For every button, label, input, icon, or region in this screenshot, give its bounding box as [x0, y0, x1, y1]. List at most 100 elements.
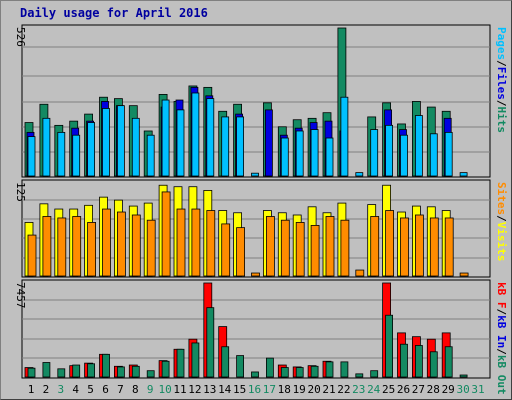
x-label-day-8: 8	[132, 383, 139, 396]
bar-kb-out-day-4	[72, 364, 81, 378]
bar-kb-out-day-16	[251, 371, 259, 378]
bar-pages-day-4	[72, 134, 81, 177]
bar-pages-day-2	[42, 117, 51, 177]
x-label-day-1: 1	[28, 383, 35, 396]
x-label-day-22: 22	[337, 383, 350, 396]
legend-entry: Hits	[495, 107, 508, 134]
legend-entry: /	[495, 100, 508, 107]
bar-sites-day-24	[370, 216, 380, 277]
bar-pages-day-12	[191, 92, 200, 177]
bar-pages-day-9	[146, 134, 155, 177]
bar-kb-out-day-27	[414, 345, 423, 378]
bar-pages-day-1	[27, 136, 36, 177]
legend-entry: /	[495, 215, 508, 222]
bar-pages-day-16	[251, 172, 259, 177]
x-label-day-9: 9	[147, 383, 154, 396]
x-label-day-16: 16	[248, 383, 261, 396]
bar-pages-day-20	[310, 129, 319, 177]
bar-sites-day-22	[340, 219, 350, 277]
y-max-label: 526	[14, 27, 27, 47]
bar-kb-out-day-21	[325, 361, 334, 378]
y-max-label: 125	[14, 182, 27, 202]
bar-sites-day-20	[310, 225, 320, 277]
bar-sites-day-7	[117, 211, 126, 277]
bar-sites-day-5	[87, 222, 96, 277]
bar-sites-day-10	[161, 191, 171, 277]
x-label-day-11: 11	[173, 383, 186, 396]
bar-pages-day-3	[57, 131, 66, 177]
bar-kb-out-day-30	[459, 374, 468, 378]
bar-sites-day-8	[131, 214, 141, 277]
bar-kb-out-day-6	[102, 353, 110, 378]
bar-sites-day-30	[459, 272, 469, 277]
bar-kb-out-day-14	[221, 346, 230, 378]
bar-kb-out-day-7	[117, 366, 125, 378]
bar-kb-out-day-1	[27, 367, 36, 378]
x-label-day-14: 14	[218, 383, 232, 396]
bar-sites-day-19	[295, 222, 305, 277]
x-label-day-5: 5	[87, 383, 94, 396]
bar-sites-day-23	[355, 269, 365, 277]
x-label-day-24: 24	[367, 383, 381, 396]
bar-kb-out-day-13	[206, 307, 215, 378]
chart-title: Daily usage for April 2016	[20, 6, 208, 20]
bar-kb-out-day-29	[444, 346, 453, 378]
bar-kb-out-day-12	[191, 342, 200, 378]
x-label-day-29: 29	[442, 383, 455, 396]
y-max-label: 7457	[14, 282, 27, 309]
x-label-day-10: 10	[158, 383, 171, 396]
bar-kb-out-day-26	[400, 343, 408, 378]
bar-pages-day-14	[221, 116, 230, 177]
bar-sites-day-26	[400, 217, 409, 277]
legend-entry: /	[495, 348, 508, 355]
legend-entry: kB Out	[495, 355, 508, 395]
bar-pages-day-27	[414, 115, 423, 177]
x-label-day-26: 26	[397, 383, 410, 396]
bar-sites-day-29	[444, 217, 454, 277]
bar-kb-out-day-9	[146, 370, 155, 378]
bar-pages-day-18	[280, 137, 289, 177]
bar-sites-day-9	[146, 219, 156, 277]
bar-sites-day-2	[42, 216, 52, 277]
x-label-day-18: 18	[278, 383, 291, 396]
x-label-day-17: 17	[263, 383, 276, 396]
bar-sites-day-21	[325, 216, 335, 277]
legend-hits-files-pages: Pages/Files/Hits	[495, 27, 508, 133]
x-label-day-13: 13	[203, 383, 216, 396]
bar-kb-out-day-3	[57, 368, 66, 378]
x-label-day-30: 30	[456, 383, 469, 396]
bar-sites-day-25	[385, 210, 395, 277]
bar-sites-day-28	[429, 217, 439, 277]
bar-kb-out-day-19	[295, 367, 304, 378]
bar-kb-out-day-17	[265, 357, 274, 378]
legend-entry: Visits	[495, 222, 508, 262]
bar-kb-out-day-2	[42, 362, 51, 378]
bar-kb-out-day-28	[429, 351, 438, 378]
x-label-day-4: 4	[72, 383, 79, 396]
x-label-day-12: 12	[188, 383, 201, 396]
bar-pages-day-22	[340, 96, 349, 177]
bar-pages-day-15	[236, 116, 245, 177]
bar-pages-day-28	[429, 133, 438, 177]
bar-kb-out-day-8	[131, 365, 140, 378]
legend-entry: Files	[495, 67, 508, 100]
bar-kb-out-day-23	[355, 373, 364, 378]
bar-files-day-17	[264, 109, 273, 177]
x-label-day-31: 31	[471, 383, 484, 396]
x-label-day-15: 15	[233, 383, 246, 396]
legend-entry: /	[495, 309, 508, 316]
x-label-day-25: 25	[382, 383, 395, 396]
x-label-day-27: 27	[412, 383, 425, 396]
bar-pages-day-11	[176, 109, 185, 177]
bar-sites-day-1	[27, 234, 37, 277]
x-label-day-20: 20	[307, 383, 320, 396]
bar-pages-day-24	[370, 129, 379, 177]
bar-kb-out-day-5	[87, 363, 95, 378]
bar-sites-day-16	[251, 272, 260, 277]
x-label-day-28: 28	[427, 383, 440, 396]
x-label-day-6: 6	[102, 383, 109, 396]
x-label-day-7: 7	[117, 383, 124, 396]
bar-pages-day-6	[102, 108, 110, 177]
